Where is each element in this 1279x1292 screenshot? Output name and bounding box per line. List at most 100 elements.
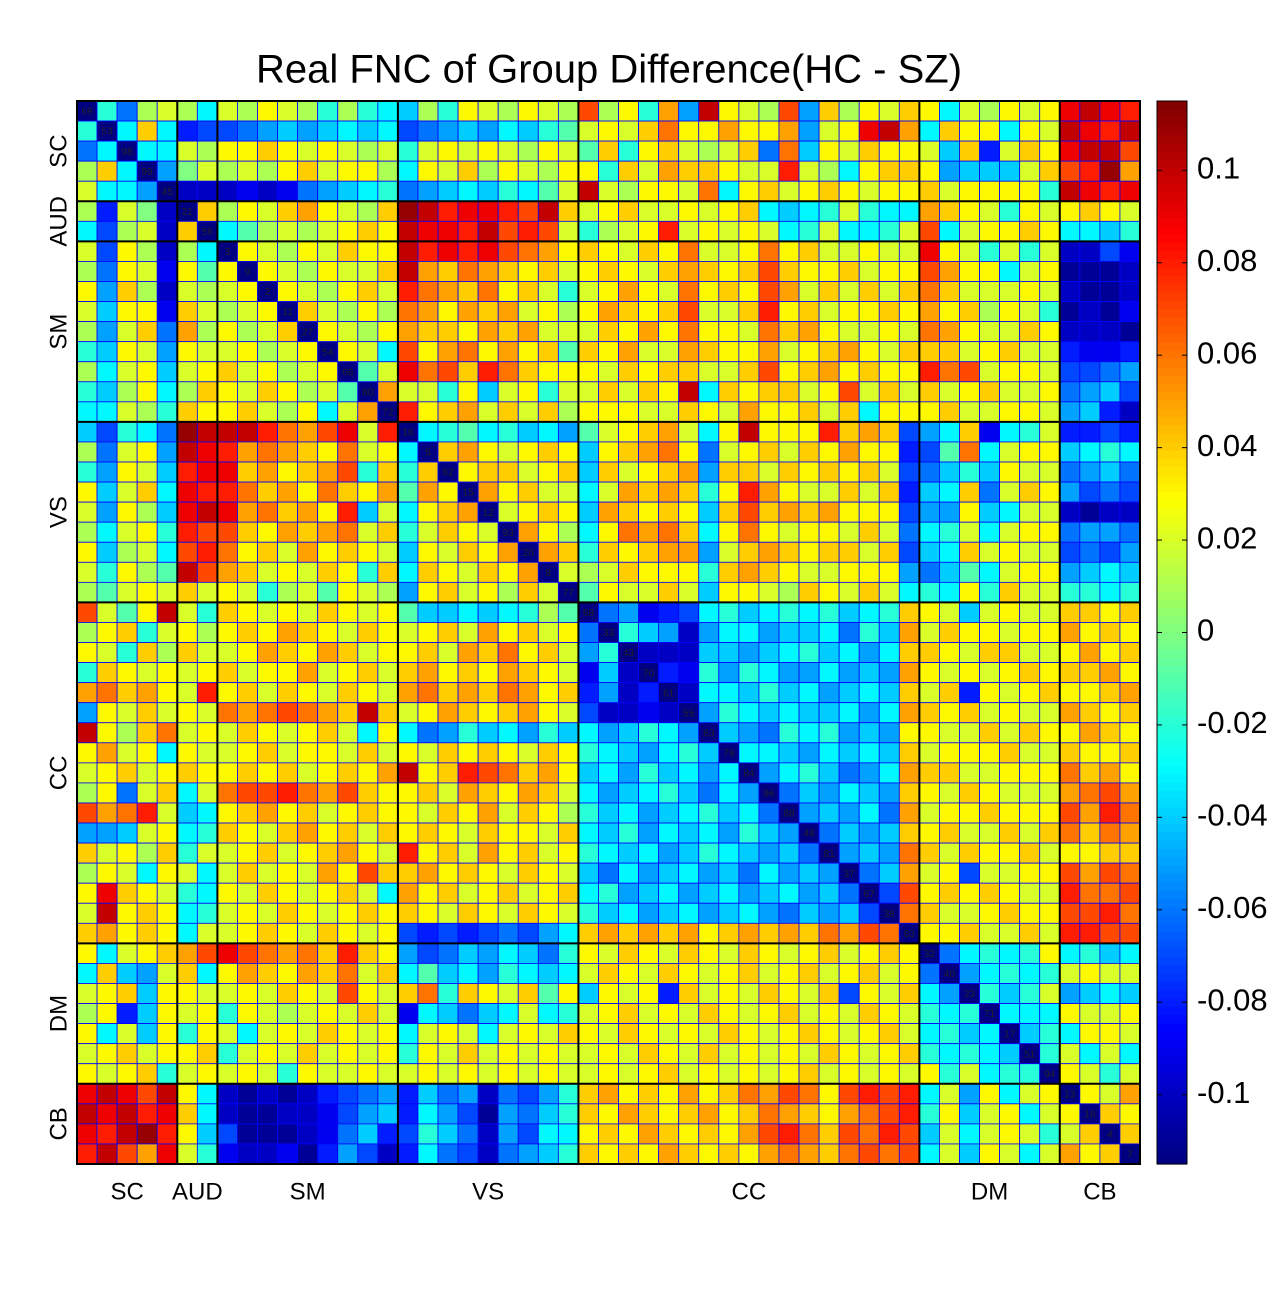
cell (858, 261, 880, 282)
cell (417, 1003, 439, 1025)
cell (76, 1083, 98, 1105)
cell (979, 220, 1001, 242)
cell (457, 461, 479, 483)
cell (497, 1083, 519, 1105)
cell (718, 1103, 740, 1125)
cell (738, 140, 760, 162)
cell (397, 160, 419, 182)
cell (1059, 702, 1081, 724)
cell (1099, 501, 1121, 523)
cell (357, 963, 379, 984)
cell (497, 622, 519, 643)
cell (678, 882, 700, 904)
cell (136, 642, 158, 663)
component-label: 94 (1044, 1069, 1056, 1080)
cell (939, 682, 960, 704)
component-label: 12 (483, 508, 495, 519)
cell (678, 622, 700, 643)
cell (457, 662, 479, 684)
cell (658, 361, 680, 383)
cell (798, 481, 820, 503)
cell (758, 983, 780, 1004)
cell (999, 642, 1021, 663)
cell (116, 401, 138, 423)
cell (76, 1143, 98, 1165)
cell (578, 902, 599, 924)
cell (196, 782, 218, 804)
cell (918, 200, 940, 222)
cell (1019, 341, 1041, 363)
cell (618, 882, 639, 904)
cell (698, 1123, 720, 1145)
cell (397, 341, 419, 363)
cell (357, 120, 379, 142)
cell (517, 180, 539, 202)
cell (758, 261, 780, 282)
cell (618, 140, 639, 162)
cell (216, 662, 238, 684)
component-label: 16 (402, 428, 414, 439)
cell (437, 120, 459, 142)
cell (959, 963, 980, 984)
cell (979, 862, 1001, 884)
cell (377, 742, 399, 764)
cell (397, 822, 419, 844)
colorbar-segment (1157, 524, 1187, 534)
cell (1059, 602, 1081, 623)
cell (497, 180, 519, 202)
cell (658, 983, 680, 1004)
cell (718, 581, 740, 603)
cell (718, 642, 740, 663)
cell (578, 461, 599, 483)
cell (618, 521, 639, 543)
cell (297, 1063, 319, 1085)
cell (377, 521, 399, 543)
cell (337, 963, 359, 984)
cell (116, 281, 138, 302)
cell (257, 963, 278, 984)
cell (818, 682, 840, 704)
cell (196, 581, 218, 603)
cell (918, 561, 940, 583)
cell (738, 1063, 760, 1085)
cell (397, 140, 419, 162)
cell (136, 1003, 158, 1025)
cell (457, 622, 479, 643)
cell (537, 942, 559, 964)
cell (798, 902, 820, 924)
cell (337, 1023, 359, 1045)
colorbar-segment (1157, 541, 1187, 551)
cell (738, 361, 760, 383)
cell (237, 240, 258, 262)
colorbar-segment (1157, 142, 1187, 152)
cell (898, 1023, 920, 1045)
cell (1019, 882, 1041, 904)
cell (838, 401, 860, 423)
cell (257, 702, 278, 724)
colorbar-segment (1157, 674, 1187, 683)
cell (537, 963, 559, 984)
cell (1079, 902, 1101, 924)
cell (758, 762, 780, 784)
cell (477, 261, 499, 282)
cell (959, 1023, 980, 1045)
colorbar-segment (1157, 458, 1187, 468)
cell (257, 461, 278, 483)
cell (297, 1143, 319, 1165)
cell (136, 381, 158, 403)
cell (658, 581, 680, 603)
cell (1079, 261, 1101, 282)
cell (758, 1103, 780, 1125)
colorbar-segment (1157, 914, 1187, 924)
cell (377, 682, 399, 704)
cell (557, 862, 579, 884)
cell (818, 983, 840, 1004)
cell (196, 180, 218, 202)
cell (618, 200, 639, 222)
cell (116, 481, 138, 503)
cell (237, 301, 258, 323)
cell (517, 341, 539, 363)
component-label: 81 (824, 849, 836, 860)
cell (718, 120, 740, 142)
cell (537, 200, 559, 222)
